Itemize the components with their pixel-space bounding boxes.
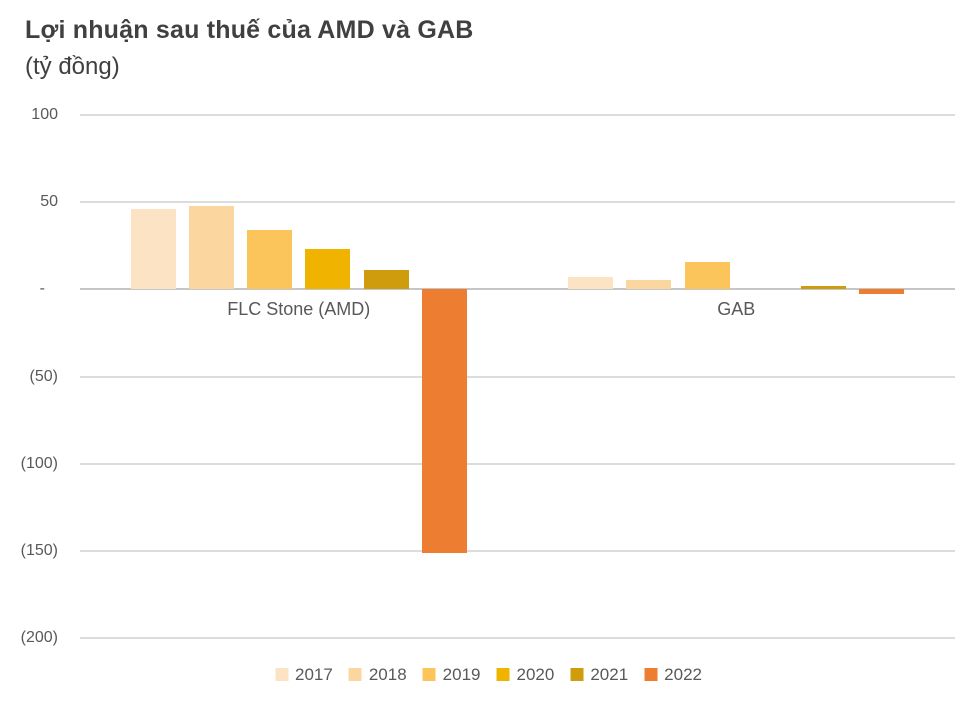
y-axis-tick-label: - bbox=[39, 280, 45, 298]
legend-item-2018: 2018 bbox=[348, 665, 407, 684]
legend-label: 2018 bbox=[368, 665, 407, 684]
y-axis-tick-label: (50) bbox=[29, 367, 58, 385]
gridline bbox=[80, 114, 955, 116]
bar-2020-amd bbox=[305, 249, 351, 290]
legend-label: 2021 bbox=[590, 665, 629, 684]
gridline bbox=[80, 201, 955, 204]
legend-label: 2020 bbox=[516, 665, 555, 684]
legend-label: 2019 bbox=[442, 665, 481, 684]
legend-swatch bbox=[644, 668, 658, 681]
bar-2021-gab bbox=[801, 285, 847, 290]
legend-item-2019: 2019 bbox=[422, 665, 481, 684]
legend-item-2021: 2021 bbox=[570, 666, 628, 683]
gridline bbox=[80, 549, 955, 552]
y-axis-tick-label: (100) bbox=[20, 454, 58, 472]
bar-2022-gab bbox=[859, 289, 905, 294]
bar-2019-amd bbox=[247, 230, 293, 290]
legend-swatch bbox=[570, 668, 584, 681]
gridline bbox=[80, 462, 955, 465]
zero-axis-line bbox=[80, 288, 955, 291]
gridline bbox=[80, 375, 955, 378]
legend-label: 2022 bbox=[664, 665, 702, 684]
bar-2019-gab bbox=[684, 262, 730, 290]
gridline bbox=[80, 637, 955, 639]
bar-2017-amd bbox=[130, 209, 176, 290]
y-axis-tick-label: 100 bbox=[31, 106, 58, 123]
bar-2022-amd bbox=[421, 289, 467, 553]
bar-2018-amd bbox=[188, 205, 234, 290]
x-axis-category-label: FLC Stone (AMD) bbox=[227, 299, 371, 320]
legend-swatch bbox=[275, 668, 289, 681]
bar-2018-gab bbox=[626, 279, 672, 290]
y-axis-tick-label: (150) bbox=[20, 541, 58, 559]
legend-item-2017: 2017 bbox=[275, 666, 333, 683]
legend-label: 2017 bbox=[295, 665, 333, 684]
legend-item-2020: 2020 bbox=[496, 665, 555, 684]
y-axis-tick-label: (200) bbox=[20, 629, 58, 646]
chart-title: Lợi nhuận sau thuế của AMD và GAB bbox=[25, 16, 474, 44]
legend-swatch bbox=[348, 668, 362, 681]
x-axis-category-label: GAB bbox=[717, 299, 756, 320]
chart-legend: 2017 2018 2019 2020 2021 2022 bbox=[275, 666, 702, 683]
legend-swatch bbox=[496, 668, 510, 681]
legend-swatch bbox=[422, 668, 436, 681]
bar-2017-gab bbox=[568, 277, 614, 290]
chart-unit-label: (tỷ đồng) bbox=[25, 53, 120, 80]
y-axis-tick-label: 50 bbox=[40, 193, 58, 211]
legend-item-2022: 2022 bbox=[644, 666, 702, 683]
plot-area bbox=[80, 114, 955, 639]
bar-2021-amd bbox=[363, 270, 409, 290]
